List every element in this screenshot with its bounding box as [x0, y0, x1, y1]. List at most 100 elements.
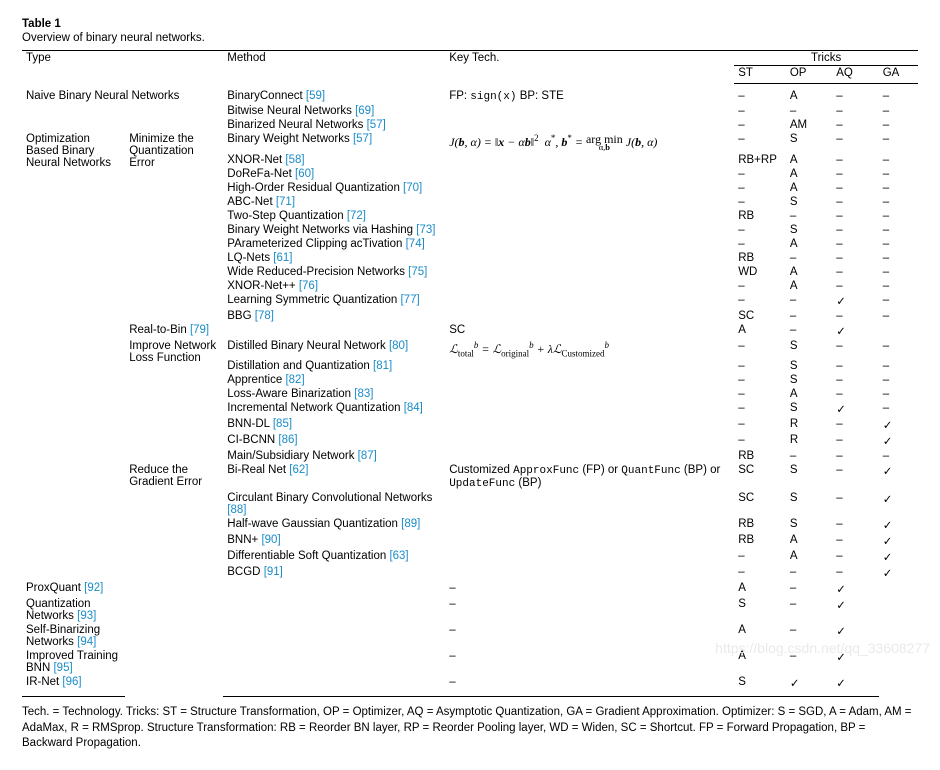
cell-keytech: [445, 433, 734, 449]
citation: [88]: [227, 504, 246, 516]
cell-method: CI-BCNN [86]: [223, 433, 445, 449]
cell-op: A: [786, 387, 832, 401]
citation: [84]: [404, 402, 423, 414]
cell-st: –: [734, 417, 786, 433]
citation: [60]: [295, 168, 314, 180]
cell-keytech: [445, 549, 734, 565]
cell-st: WD: [734, 265, 786, 279]
citation: [87]: [358, 450, 377, 462]
cell-st: –: [734, 84, 786, 104]
cell-method: Real-to-Bin [79]: [125, 323, 223, 339]
cell-st: –: [734, 433, 786, 449]
cell-op: A: [786, 549, 832, 565]
citation: [59]: [306, 90, 325, 102]
citation: [74]: [406, 238, 425, 250]
cell-method: IR-Net [96]: [22, 675, 125, 697]
col-type: Type: [22, 51, 223, 84]
cell-method: Quantization Networks [93]: [22, 597, 125, 623]
table-row: Reduce the Gradient ErrorBi-Real Net [62…: [22, 463, 918, 491]
cell-method: Self-Binarizing Networks [94]: [22, 623, 125, 649]
cell-ga: –: [879, 293, 918, 309]
citation: [75]: [408, 266, 427, 278]
cell-st: –: [734, 223, 786, 237]
cell-ga: –: [879, 265, 918, 279]
cell-aq: –: [832, 195, 878, 209]
citation: [73]: [416, 224, 435, 236]
citation: [83]: [354, 388, 373, 400]
cell-ga: ✓: [879, 533, 918, 549]
cell-method: BCGD [91]: [223, 565, 445, 581]
cell-keytech: ℒtotalb = ℒoriginalb + λℒCustomizedb: [445, 339, 734, 359]
cell-method: Wide Reduced-Precision Networks [75]: [223, 265, 445, 279]
cell-method: Binary Weight Networks [57]: [223, 132, 445, 153]
col-method: Method: [223, 51, 445, 84]
cell-op: A: [786, 84, 832, 104]
cell-aq: –: [786, 597, 832, 623]
cell-st: –: [734, 387, 786, 401]
citation: [92]: [84, 582, 103, 594]
cell-method: XNOR-Net++ [76]: [223, 279, 445, 293]
cell-keytech: Customized ApproxFunc (FP) or QuantFunc …: [445, 463, 734, 491]
cell-aq: –: [832, 251, 878, 265]
cell-ga: –: [879, 251, 918, 265]
cell-keytech: [445, 237, 734, 251]
cell-method: Improved Training BNN [95]: [22, 649, 125, 675]
citation: [78]: [255, 310, 274, 322]
cell-aq: –: [832, 491, 878, 517]
table-footnote: Tech. = Technology. Tricks: ST = Structu…: [22, 705, 918, 752]
cell-aq: ✓: [786, 675, 832, 697]
cell-aq: ✓: [832, 293, 878, 309]
citation: [95]: [53, 662, 72, 674]
citation: [70]: [403, 182, 422, 194]
cell-ga: –: [879, 153, 918, 167]
cell-keytech: [445, 195, 734, 209]
overview-table: Type Method Key Tech. Tricks ST OP AQ GA…: [22, 50, 918, 697]
cell-ga: –: [879, 359, 918, 373]
cell-ga: ✓: [832, 581, 878, 597]
cell-aq: –: [832, 223, 878, 237]
cell-keytech: [445, 279, 734, 293]
cell-ga: –: [879, 167, 918, 181]
cell-type1: Optimization Based Binary Neural Network…: [22, 132, 125, 582]
cell-keytech: [223, 597, 445, 623]
cell-op: A: [786, 167, 832, 181]
table-row: Improve Network Loss FunctionDistilled B…: [22, 339, 918, 359]
cell-op: S: [786, 132, 832, 153]
cell-st: –: [734, 373, 786, 387]
cell-ga: –: [879, 132, 918, 153]
cell-method: High-Order Residual Quantization [70]: [223, 181, 445, 195]
table-caption: Overview of binary neural networks.: [22, 32, 918, 44]
cell-keytech: FP: sign(x) BP: STE: [445, 84, 734, 104]
citation: [58]: [285, 154, 304, 166]
cell-aq: –: [832, 387, 878, 401]
cell-st: –: [445, 623, 734, 649]
cell-ga: ✓: [832, 323, 878, 339]
cell-keytech: [223, 323, 445, 339]
cell-op: S: [786, 339, 832, 359]
cell-type1: Naive Binary Neural Networks: [22, 84, 223, 132]
cell-aq: –: [832, 132, 878, 153]
citation: [62]: [289, 464, 308, 476]
cell-op: S: [786, 491, 832, 517]
cell-ga: –: [879, 181, 918, 195]
cell-method: Bitwise Neural Networks [69]: [223, 104, 445, 118]
cell-method: PArameterized Clipping acTivation [74]: [223, 237, 445, 251]
cell-op: A: [734, 649, 786, 675]
cell-op: S: [786, 401, 832, 417]
cell-keytech: [445, 359, 734, 373]
cell-keytech: [445, 265, 734, 279]
cell-st: –: [734, 132, 786, 153]
cell-st: –: [734, 359, 786, 373]
cell-st: RB: [734, 251, 786, 265]
cell-keytech: [445, 223, 734, 237]
table-row: Optimization Based Binary Neural Network…: [22, 132, 918, 153]
citation: [82]: [285, 374, 304, 386]
cell-aq: –: [832, 565, 878, 581]
cell-op: S: [786, 517, 832, 533]
citation: [81]: [373, 360, 392, 372]
cell-st: RB: [734, 533, 786, 549]
cell-ga: –: [879, 223, 918, 237]
cell-method: BNN+ [90]: [223, 533, 445, 549]
citation: [93]: [77, 610, 96, 622]
cell-st: –: [445, 675, 734, 697]
